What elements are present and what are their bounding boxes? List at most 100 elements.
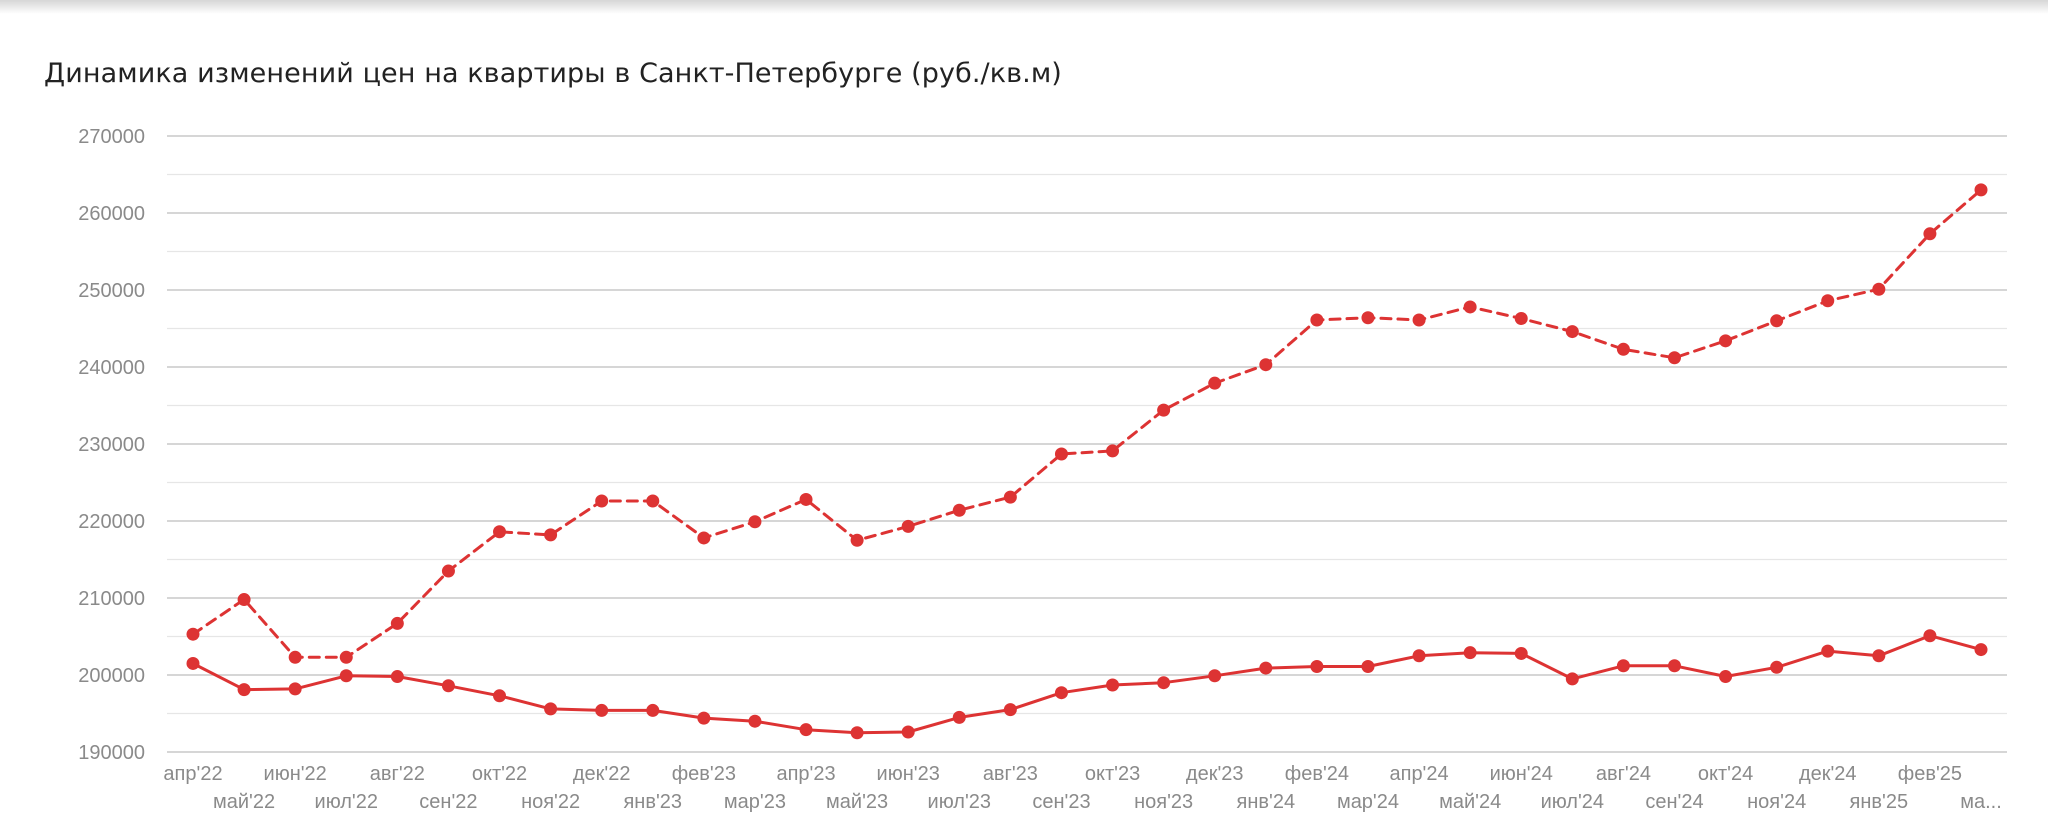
data-point[interactable]: [441, 564, 455, 578]
chart-title: Динамика изменений цен на квартиры в Сан…: [44, 58, 1062, 89]
data-point[interactable]: [493, 689, 507, 703]
series-line-dashed: [191, 188, 1983, 659]
data-point[interactable]: [288, 650, 302, 664]
data-point[interactable]: [1157, 676, 1171, 690]
y-tick-label: 240000: [78, 357, 145, 379]
data-point[interactable]: [1872, 282, 1886, 296]
x-tick-label: ма...: [1960, 791, 2002, 813]
data-point[interactable]: [186, 627, 200, 641]
data-point[interactable]: [646, 494, 660, 508]
data-point[interactable]: [339, 650, 353, 664]
data-point[interactable]: [1923, 629, 1937, 643]
data-point[interactable]: [799, 723, 813, 737]
data-point[interactable]: [1003, 703, 1017, 717]
data-point[interactable]: [390, 616, 404, 630]
data-point[interactable]: [1361, 660, 1375, 674]
data-point[interactable]: [748, 714, 762, 728]
x-tick-label: авг'23: [983, 763, 1038, 785]
x-tick-label: фев'23: [672, 763, 736, 785]
data-point[interactable]: [1412, 313, 1426, 327]
data-point[interactable]: [1054, 686, 1068, 700]
x-tick-label: ноя'23: [1134, 791, 1193, 813]
data-point[interactable]: [901, 725, 915, 739]
data-point[interactable]: [1616, 659, 1630, 673]
y-tick-label: 210000: [78, 588, 145, 610]
data-point[interactable]: [1514, 311, 1528, 325]
data-point[interactable]: [1923, 227, 1937, 241]
data-point[interactable]: [1463, 646, 1477, 660]
data-point[interactable]: [493, 525, 507, 539]
x-tick-label: дек'23: [1186, 763, 1244, 785]
data-point[interactable]: [1412, 649, 1426, 663]
data-point[interactable]: [186, 656, 200, 670]
data-point[interactable]: [595, 494, 609, 508]
data-point[interactable]: [1872, 649, 1886, 663]
data-point[interactable]: [1770, 660, 1784, 674]
x-tick-label: май'23: [826, 791, 888, 813]
data-point[interactable]: [1463, 300, 1477, 314]
data-point[interactable]: [544, 702, 558, 716]
x-tick-label: май'22: [213, 791, 275, 813]
y-tick-label: 220000: [78, 511, 145, 533]
x-tick-label: июн'23: [877, 763, 940, 785]
y-axis: 190000 200000 210000 220000 230000 240000 2500…: [78, 126, 145, 764]
data-point[interactable]: [390, 670, 404, 684]
x-tick-label: янв'23: [623, 791, 682, 813]
data-point[interactable]: [1157, 403, 1171, 417]
data-point[interactable]: [1361, 311, 1375, 325]
data-point[interactable]: [1310, 313, 1324, 327]
y-tick-label: 200000: [78, 665, 145, 687]
x-tick-label: авг'24: [1596, 763, 1651, 785]
x-tick-label: сен'22: [419, 791, 477, 813]
data-point[interactable]: [237, 593, 251, 607]
data-point[interactable]: [1310, 660, 1324, 674]
data-point[interactable]: [1616, 342, 1630, 356]
data-point[interactable]: [952, 710, 966, 724]
data-point[interactable]: [799, 492, 813, 506]
data-point[interactable]: [1514, 646, 1528, 660]
data-point[interactable]: [850, 726, 864, 740]
data-point[interactable]: [646, 703, 660, 717]
x-tick-label: дек'24: [1799, 763, 1857, 785]
x-tick-label: июн'22: [264, 763, 327, 785]
data-point[interactable]: [544, 528, 558, 542]
y-tick-label: 190000: [78, 742, 145, 764]
x-tick-label: янв'25: [1850, 791, 1909, 813]
data-point[interactable]: [748, 515, 762, 529]
data-point[interactable]: [1667, 351, 1681, 365]
x-tick-label: фев'24: [1285, 763, 1349, 785]
data-point[interactable]: [1208, 669, 1222, 683]
data-point[interactable]: [339, 669, 353, 683]
data-point[interactable]: [1770, 314, 1784, 328]
data-point[interactable]: [1974, 643, 1988, 657]
data-point[interactable]: [1054, 447, 1068, 461]
header-shadow: [0, 0, 2048, 14]
data-point[interactable]: [1821, 294, 1835, 308]
data-point[interactable]: [850, 533, 864, 547]
data-point[interactable]: [1106, 444, 1120, 458]
data-point[interactable]: [1259, 358, 1273, 372]
data-point[interactable]: [237, 683, 251, 697]
data-point[interactable]: [1565, 325, 1579, 339]
data-point[interactable]: [697, 711, 711, 725]
data-point[interactable]: [1106, 678, 1120, 692]
data-point[interactable]: [1259, 661, 1273, 675]
data-point[interactable]: [1974, 183, 1988, 197]
data-point[interactable]: [441, 679, 455, 693]
data-point[interactable]: [288, 682, 302, 696]
x-tick-label: июл'24: [1541, 791, 1604, 813]
data-point[interactable]: [1565, 672, 1579, 686]
data-point[interactable]: [1208, 376, 1222, 390]
x-axis: апр'22 май'22 июн'22 июл'22 авг'22 сен'22 окт'…: [163, 763, 2001, 813]
data-point[interactable]: [901, 519, 915, 533]
data-point[interactable]: [1667, 659, 1681, 673]
y-tick-label: 250000: [78, 280, 145, 302]
data-point[interactable]: [1719, 670, 1733, 684]
data-point[interactable]: [697, 531, 711, 545]
data-point[interactable]: [952, 503, 966, 517]
x-tick-label: авг'22: [370, 763, 425, 785]
data-point[interactable]: [1719, 334, 1733, 348]
data-point[interactable]: [595, 703, 609, 717]
data-point[interactable]: [1003, 490, 1017, 504]
data-point[interactable]: [1821, 644, 1835, 658]
